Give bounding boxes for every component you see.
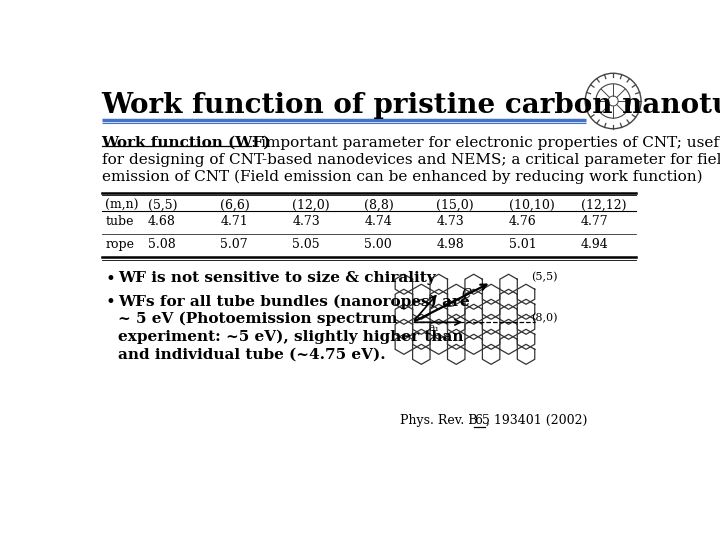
Text: , 193401 (2002): , 193401 (2002) bbox=[486, 414, 588, 427]
Text: 4.73: 4.73 bbox=[436, 215, 464, 228]
Text: 4.71: 4.71 bbox=[220, 215, 248, 228]
Text: C: C bbox=[462, 288, 471, 301]
Text: 5.05: 5.05 bbox=[292, 238, 320, 251]
Text: 4.74: 4.74 bbox=[364, 215, 392, 228]
Text: 4.73: 4.73 bbox=[292, 215, 320, 228]
Text: 5.08: 5.08 bbox=[148, 238, 176, 251]
Text: for designing of CNT-based nanodevices and NEMS; a critical parameter for field: for designing of CNT-based nanodevices a… bbox=[102, 153, 720, 166]
Text: ~ 5 eV (Photoemission spectrum: ~ 5 eV (Photoemission spectrum bbox=[118, 312, 397, 326]
Text: : important parameter for electronic properties of CNT; useful: : important parameter for electronic pro… bbox=[251, 136, 720, 150]
Text: 4.68: 4.68 bbox=[148, 215, 176, 228]
Text: tube: tube bbox=[106, 215, 134, 228]
Text: experiment: ~5 eV), slightly higher than: experiment: ~5 eV), slightly higher than bbox=[118, 330, 464, 344]
Text: 5.07: 5.07 bbox=[220, 238, 248, 251]
Text: 4.98: 4.98 bbox=[436, 238, 464, 251]
Text: 4.76: 4.76 bbox=[508, 215, 536, 228]
Text: WFs for all tube bundles (nanoropes) are: WFs for all tube bundles (nanoropes) are bbox=[118, 294, 469, 309]
Text: (m,n): (m,n) bbox=[106, 199, 139, 212]
Text: (8,8): (8,8) bbox=[364, 199, 394, 212]
Text: (5,5): (5,5) bbox=[531, 272, 557, 282]
Text: (10,10): (10,10) bbox=[508, 199, 554, 212]
Text: and individual tube (~4.75 eV).: and individual tube (~4.75 eV). bbox=[118, 347, 385, 361]
Text: 65: 65 bbox=[474, 414, 490, 427]
Text: 4.77: 4.77 bbox=[580, 215, 608, 228]
Text: a₂: a₂ bbox=[444, 299, 454, 309]
Text: 4.94: 4.94 bbox=[580, 238, 608, 251]
Text: (15,0): (15,0) bbox=[436, 199, 474, 212]
Text: Work function of pristine carbon nanotubes: Work function of pristine carbon nanotub… bbox=[102, 92, 720, 119]
Text: Phys. Rev. B: Phys. Rev. B bbox=[400, 414, 482, 427]
Text: 5.01: 5.01 bbox=[508, 238, 536, 251]
Text: (12,0): (12,0) bbox=[292, 199, 330, 212]
Text: (5,5): (5,5) bbox=[148, 199, 178, 212]
Text: WF is not sensitive to size & chirality: WF is not sensitive to size & chirality bbox=[118, 271, 436, 285]
Text: 5.00: 5.00 bbox=[364, 238, 392, 251]
Text: (6,6): (6,6) bbox=[220, 199, 250, 212]
Text: a₁: a₁ bbox=[428, 323, 439, 333]
Text: •: • bbox=[106, 294, 115, 311]
Text: emission of CNT (Field emission can be enhanced by reducing work function): emission of CNT (Field emission can be e… bbox=[102, 170, 702, 184]
Text: (12,12): (12,12) bbox=[580, 199, 626, 212]
Text: rope: rope bbox=[106, 238, 135, 251]
Text: Work function (WF): Work function (WF) bbox=[102, 136, 271, 150]
Text: (8,0): (8,0) bbox=[531, 313, 557, 323]
Text: •: • bbox=[106, 271, 115, 288]
